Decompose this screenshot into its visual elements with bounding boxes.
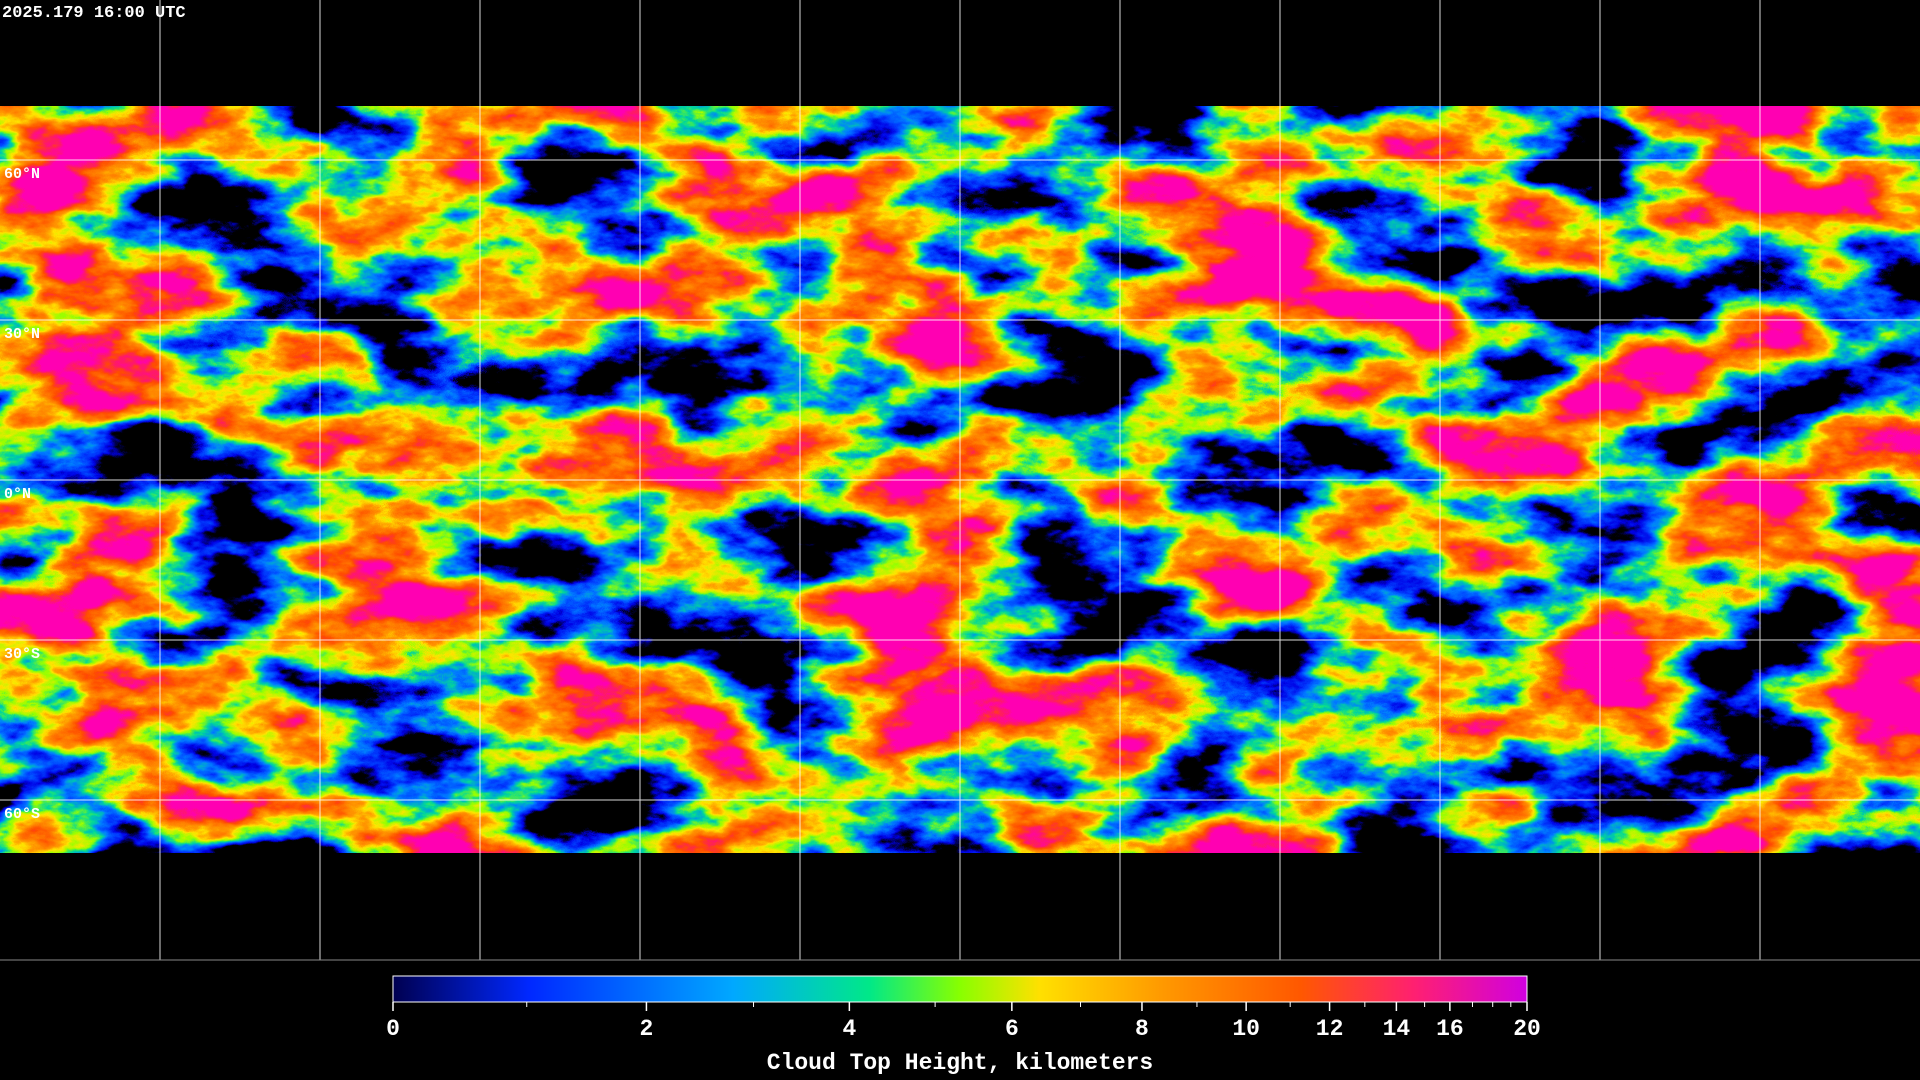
colorbar-label: Cloud Top Height, kilometers <box>767 1050 1153 1076</box>
latitude-label: 30°S <box>4 646 40 663</box>
colorbar <box>392 975 1528 1003</box>
colorbar-tick-label: 0 <box>386 1016 400 1042</box>
colorbar-tick-label: 10 <box>1232 1016 1260 1042</box>
colorbar-tick-label: 16 <box>1436 1016 1464 1042</box>
latitude-label: 60°S <box>4 806 40 823</box>
latitude-label: 0°N <box>4 486 31 503</box>
graticule <box>0 0 1920 960</box>
colorbar-tick-label: 12 <box>1316 1016 1344 1042</box>
timestamp: 2025.179 16:00 UTC <box>2 4 186 23</box>
colorbar-tick-label: 6 <box>1005 1016 1019 1042</box>
colorbar-tick-label: 8 <box>1135 1016 1149 1042</box>
colorbar-tick-label: 2 <box>640 1016 654 1042</box>
colorbar-tick-label: 20 <box>1513 1016 1541 1042</box>
latitude-label: 60°N <box>4 166 40 183</box>
colorbar-tick-label: 4 <box>842 1016 856 1042</box>
colorbar-tick-label: 14 <box>1383 1016 1411 1042</box>
latitude-label: 30°N <box>4 326 40 343</box>
